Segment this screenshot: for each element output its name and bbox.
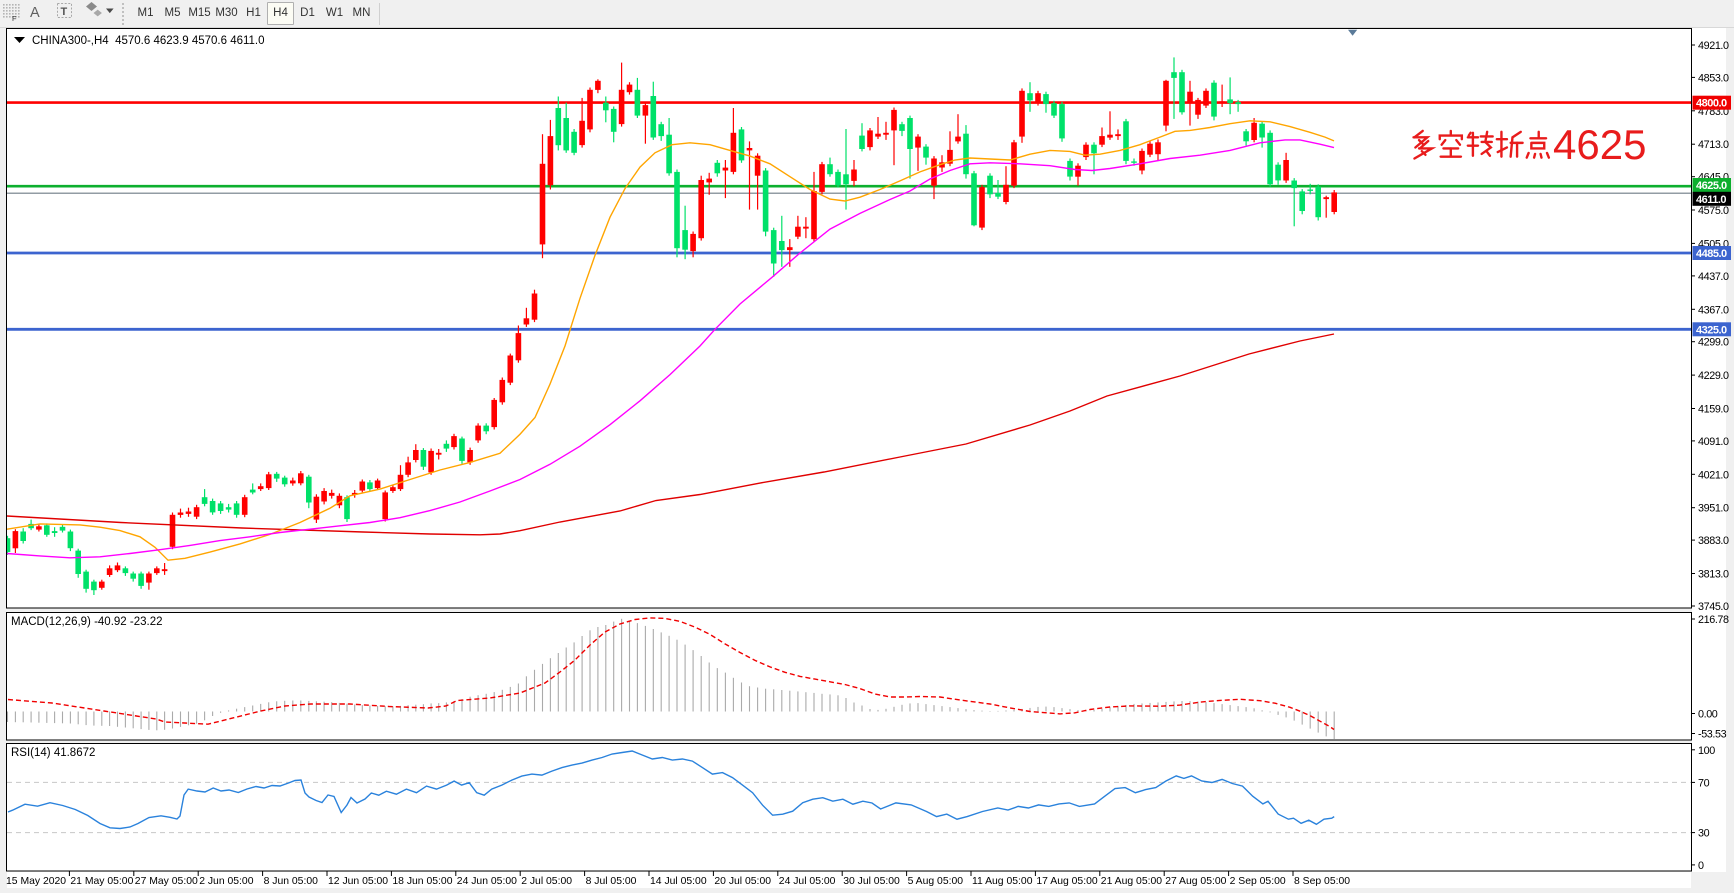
svg-text:4625.0: 4625.0 [1696, 180, 1727, 192]
svg-text:4325.0: 4325.0 [1696, 324, 1727, 336]
svg-text:70: 70 [1698, 777, 1710, 789]
svg-text:3745.0: 3745.0 [1698, 601, 1729, 613]
svg-text:4021.0: 4021.0 [1698, 469, 1729, 481]
svg-text:8 Jun 05:00: 8 Jun 05:00 [264, 876, 319, 887]
svg-text:30: 30 [1698, 828, 1710, 840]
svg-text:18 Jun 05:00: 18 Jun 05:00 [392, 876, 452, 887]
svg-text:0: 0 [1698, 860, 1704, 872]
svg-text:4437.0: 4437.0 [1698, 271, 1729, 283]
svg-text:27 May 05:00: 27 May 05:00 [135, 876, 198, 887]
svg-text:4800.0: 4800.0 [1696, 98, 1727, 110]
svg-text:11 Aug 05:00: 11 Aug 05:00 [972, 876, 1033, 887]
svg-text:4091.0: 4091.0 [1698, 436, 1729, 448]
svg-text:24 Jul 05:00: 24 Jul 05:00 [779, 876, 836, 887]
svg-text:4485.0: 4485.0 [1696, 248, 1727, 260]
svg-text:30 Jul 05:00: 30 Jul 05:00 [843, 876, 900, 887]
svg-text:RSI(14) 41.8672: RSI(14) 41.8672 [11, 747, 95, 759]
svg-text:F: F [12, 14, 17, 23]
svg-text:3951.0: 3951.0 [1698, 503, 1729, 515]
svg-text:0.00: 0.00 [1698, 709, 1718, 721]
svg-text:15 May 2020: 15 May 2020 [6, 876, 66, 887]
svg-text:-53.53: -53.53 [1698, 729, 1727, 741]
svg-text:21 Aug 05:00: 21 Aug 05:00 [1101, 876, 1162, 887]
svg-text:4713.0: 4713.0 [1698, 139, 1729, 151]
svg-text:27 Aug 05:00: 27 Aug 05:00 [1165, 876, 1226, 887]
svg-text:21 May 05:00: 21 May 05:00 [70, 876, 133, 887]
svg-text:4921.0: 4921.0 [1698, 40, 1729, 52]
svg-text:12 Jun 05:00: 12 Jun 05:00 [328, 876, 388, 887]
svg-text:4625: 4625 [1553, 121, 1646, 168]
svg-text:4611.0: 4611.0 [1696, 194, 1726, 206]
svg-text:14 Jul 05:00: 14 Jul 05:00 [650, 876, 707, 887]
svg-text:4575.0: 4575.0 [1698, 205, 1729, 217]
svg-text:3883.0: 3883.0 [1698, 535, 1729, 547]
svg-text:8 Sep 05:00: 8 Sep 05:00 [1294, 876, 1350, 887]
svg-text:MACD(12,26,9) -40.92 -23.22: MACD(12,26,9) -40.92 -23.22 [11, 616, 163, 628]
svg-text:A: A [30, 5, 40, 21]
svg-text:4299.0: 4299.0 [1698, 337, 1729, 349]
svg-text:24 Jun 05:00: 24 Jun 05:00 [457, 876, 517, 887]
svg-text:2 Jul 05:00: 2 Jul 05:00 [521, 876, 572, 887]
svg-text:100: 100 [1698, 745, 1715, 757]
svg-text:17 Aug 05:00: 17 Aug 05:00 [1036, 876, 1097, 887]
svg-text:20 Jul 05:00: 20 Jul 05:00 [714, 876, 771, 887]
svg-text:8 Jul 05:00: 8 Jul 05:00 [586, 876, 637, 887]
svg-text:T: T [61, 6, 68, 18]
svg-text:4229.0: 4229.0 [1698, 370, 1729, 382]
svg-text:4367.0: 4367.0 [1698, 304, 1729, 316]
svg-text:4159.0: 4159.0 [1698, 404, 1729, 416]
svg-text:2 Jun 05:00: 2 Jun 05:00 [199, 876, 254, 887]
svg-text:2 Sep 05:00: 2 Sep 05:00 [1230, 876, 1286, 887]
svg-text:216.78: 216.78 [1698, 614, 1729, 626]
svg-text:4853.0: 4853.0 [1698, 72, 1729, 84]
svg-text:3813.0: 3813.0 [1698, 569, 1729, 581]
svg-text:5 Aug 05:00: 5 Aug 05:00 [908, 876, 964, 887]
svg-text:CHINA300-,H4 4570.6 4623.9 45: CHINA300-,H4 4570.6 4623.9 4570.6 4611.0 [32, 35, 265, 47]
